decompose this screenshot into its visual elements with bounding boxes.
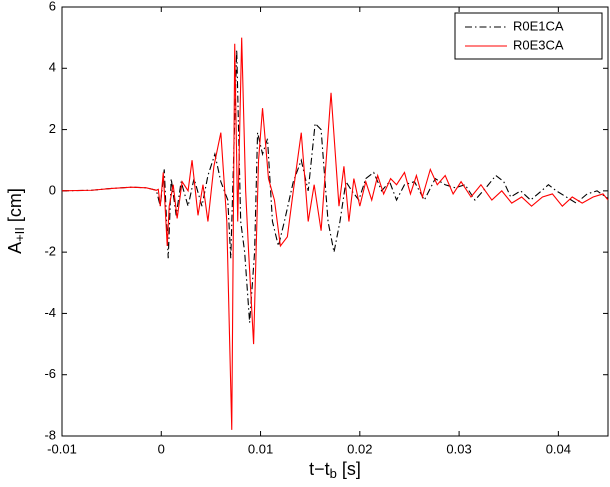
y-tick-label: 2 [49,121,56,136]
y-tick-label: -8 [44,427,56,442]
y-label-base: A [5,242,25,254]
y-tick-label: 0 [49,182,56,197]
legend-box [454,12,603,60]
series-line [61,49,609,323]
legend-label: R0E3CA [513,37,564,52]
x-tick-label: 0.01 [248,441,273,456]
y-tick-label: -2 [44,244,56,259]
x-axis-label: t−tb [s] [309,459,361,482]
y-label-rest: [cm] [5,188,25,227]
plot-frame [61,6,609,437]
series-line [61,37,609,430]
x-tick-label: 0.02 [347,441,372,456]
y-tick-label: -4 [44,305,56,320]
x-label-sub: b [330,466,337,481]
y-tick-label: -6 [44,366,56,381]
x-tick-label: -0.01 [47,441,77,456]
y-label-sub: +II [12,227,27,242]
legend-label: R0E1CA [513,18,564,33]
y-tick-label: 4 [49,60,56,75]
x-label-rest: [s] [337,459,361,479]
x-tick-label: 0 [158,441,165,456]
x-tick-label: 0.04 [546,441,571,456]
y-tick-label: 6 [49,0,56,13]
y-axis-label: A+II [cm] [5,188,28,254]
x-label-base: t−t [309,459,330,479]
x-tick-label: 0.03 [446,441,471,456]
